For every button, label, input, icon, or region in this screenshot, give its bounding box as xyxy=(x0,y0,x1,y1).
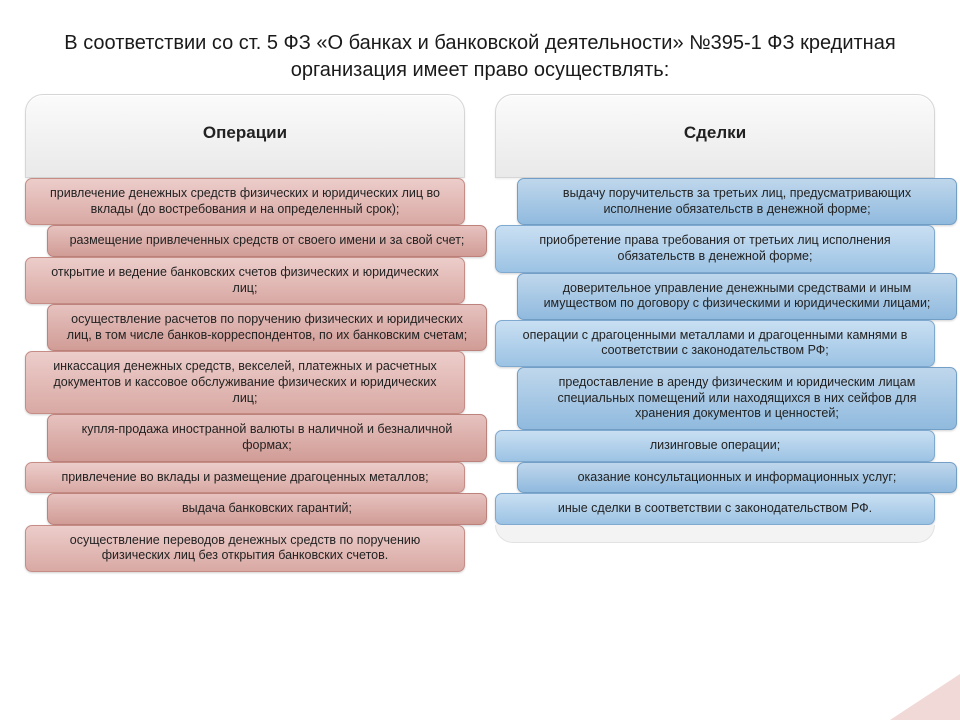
deals-item: лизинговые операции; xyxy=(495,430,935,462)
deals-item: доверительное управление денежными средс… xyxy=(517,273,957,320)
deals-heading: Сделки xyxy=(495,94,935,178)
column-operations: Операции привлечение денежных средств фи… xyxy=(25,94,465,572)
column-deals: Сделки выдачу поручительств за третьих л… xyxy=(495,94,935,543)
operations-item: привлечение денежных средств физических … xyxy=(25,178,465,225)
operations-item: открытие и ведение банковских счетов физ… xyxy=(25,257,465,304)
operations-heading: Операции xyxy=(25,94,465,178)
deals-items: выдачу поручительств за третьих лиц, пре… xyxy=(495,178,935,525)
slide: В соответствии со ст. 5 ФЗ «О банках и б… xyxy=(0,0,960,720)
operations-item: размещение привлеченных средств от своег… xyxy=(47,225,487,257)
columns-container: Операции привлечение денежных средств фи… xyxy=(0,94,960,572)
deals-item: приобретение права требования от третьих… xyxy=(495,225,935,272)
deals-item: иные сделки в соответствии с законодател… xyxy=(495,493,935,525)
operations-item: инкассация денежных средств, векселей, п… xyxy=(25,351,465,414)
deals-item: выдачу поручительств за третьих лиц, пре… xyxy=(517,178,957,225)
operations-item: купля-продажа иностранной валюты в налич… xyxy=(47,414,487,461)
deals-panel-footer xyxy=(495,525,935,543)
operations-item: осуществление переводов денежных средств… xyxy=(25,525,465,572)
page-curl-decoration xyxy=(890,674,960,720)
operations-item: привлечение во вклады и размещение драго… xyxy=(25,462,465,494)
operations-item: осуществление расчетов по поручению физи… xyxy=(47,304,487,351)
deals-item: оказание консультационных и информационн… xyxy=(517,462,957,494)
operations-item: выдача банковских гарантий; xyxy=(47,493,487,525)
operations-items: привлечение денежных средств физических … xyxy=(25,178,465,572)
slide-title: В соответствии со ст. 5 ФЗ «О банках и б… xyxy=(0,0,960,94)
deals-item: предоставление в аренду физическим и юри… xyxy=(517,367,957,430)
deals-item: операции с драгоценными металлами и драг… xyxy=(495,320,935,367)
